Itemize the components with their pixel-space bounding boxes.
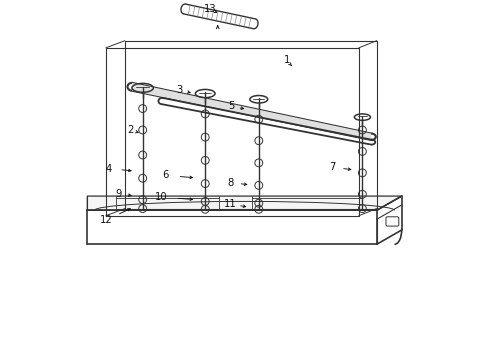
Polygon shape (132, 83, 370, 140)
Text: 1: 1 (283, 55, 289, 65)
Text: 11: 11 (224, 199, 236, 209)
Text: 7: 7 (328, 162, 334, 172)
Polygon shape (87, 196, 401, 210)
Text: 10: 10 (155, 192, 167, 202)
Text: 2: 2 (127, 125, 134, 135)
Text: 5: 5 (227, 102, 234, 111)
Text: 3: 3 (176, 85, 182, 95)
Text: 12: 12 (100, 215, 112, 225)
Text: 6: 6 (162, 170, 168, 180)
Text: 13: 13 (203, 4, 216, 14)
Text: 4: 4 (105, 163, 112, 174)
Text: 8: 8 (227, 177, 233, 188)
Text: 9: 9 (115, 189, 122, 199)
